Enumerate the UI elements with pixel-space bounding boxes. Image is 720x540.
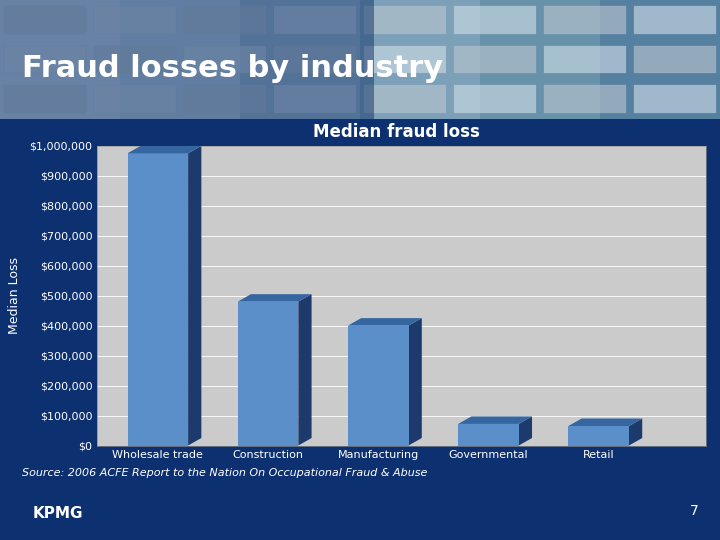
Polygon shape xyxy=(188,146,202,446)
Bar xyxy=(4,85,86,113)
Bar xyxy=(4,6,86,33)
Bar xyxy=(184,6,266,33)
Bar xyxy=(240,0,360,119)
Bar xyxy=(120,0,240,119)
Bar xyxy=(544,6,626,33)
Bar xyxy=(127,153,188,446)
Bar xyxy=(0,0,374,119)
Text: Source: 2006 ACFE Report to the Nation On Occupational Fraud & Abuse: Source: 2006 ACFE Report to the Nation O… xyxy=(22,468,427,477)
Bar xyxy=(4,45,86,73)
Bar xyxy=(184,45,266,73)
Bar xyxy=(274,85,356,113)
Polygon shape xyxy=(348,318,422,326)
Text: Median fraud loss: Median fraud loss xyxy=(312,123,480,141)
Polygon shape xyxy=(568,418,642,426)
Polygon shape xyxy=(629,418,642,445)
Polygon shape xyxy=(298,294,312,446)
Bar xyxy=(360,0,480,119)
Bar xyxy=(238,302,298,446)
Bar xyxy=(634,45,716,73)
Text: KPMG: KPMG xyxy=(32,505,83,521)
Text: Fraud losses by industry: Fraud losses by industry xyxy=(22,55,443,83)
Bar xyxy=(94,45,176,73)
Bar xyxy=(454,6,536,33)
Bar xyxy=(274,6,356,33)
Bar xyxy=(458,424,519,446)
Y-axis label: Median Loss: Median Loss xyxy=(8,257,21,334)
Bar xyxy=(544,85,626,113)
Bar xyxy=(364,6,446,33)
Bar xyxy=(364,45,446,73)
Bar xyxy=(454,45,536,73)
Bar xyxy=(274,45,356,73)
Bar xyxy=(454,85,536,113)
Polygon shape xyxy=(408,318,422,446)
Bar xyxy=(480,0,600,119)
Bar xyxy=(568,426,629,445)
Bar xyxy=(94,85,176,113)
Text: 7: 7 xyxy=(690,504,698,518)
Bar xyxy=(184,85,266,113)
Bar xyxy=(634,6,716,33)
Bar xyxy=(94,6,176,33)
Polygon shape xyxy=(458,416,532,424)
Polygon shape xyxy=(127,146,202,153)
Bar xyxy=(544,45,626,73)
Bar xyxy=(364,85,446,113)
Polygon shape xyxy=(519,416,532,446)
Polygon shape xyxy=(238,294,312,302)
Bar xyxy=(348,326,408,446)
Bar xyxy=(600,0,720,119)
Bar xyxy=(634,85,716,113)
Bar xyxy=(0,0,120,119)
